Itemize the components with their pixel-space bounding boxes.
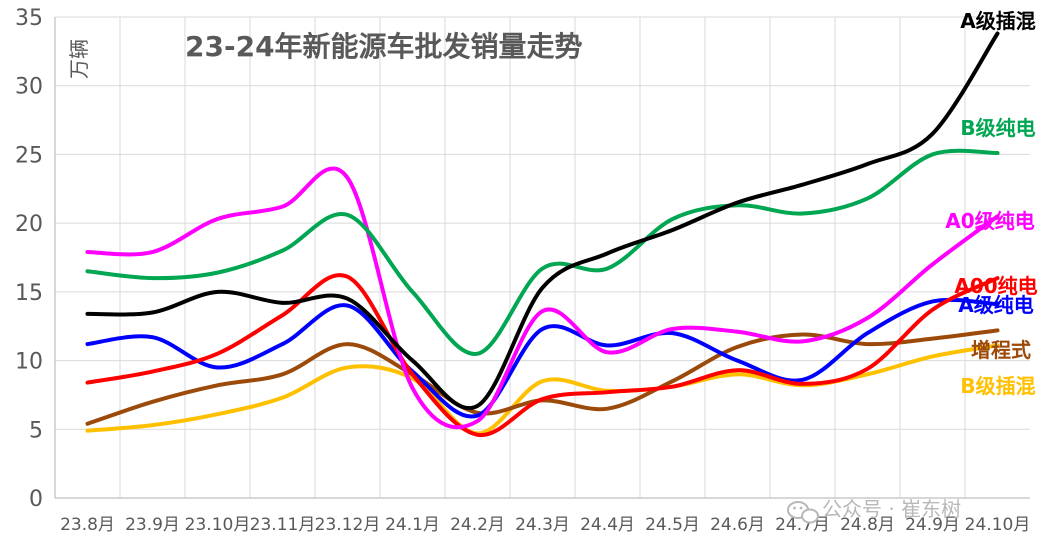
wechat-icon — [787, 501, 819, 524]
y-tick-label: 5 — [29, 418, 43, 443]
series-label: B级纯电 — [960, 116, 1035, 140]
y-tick-label: 25 — [15, 143, 43, 168]
y-tick-label: 0 — [29, 487, 43, 512]
series-line — [85, 31, 1000, 411]
x-tick-label: 24.8月 — [840, 515, 895, 535]
series-line — [85, 148, 1000, 356]
series-line — [85, 273, 1000, 437]
series-label: 增程式 — [971, 338, 1031, 362]
y-tick-label: 10 — [15, 350, 43, 375]
series-line — [85, 166, 1000, 430]
x-tick-label: 24.6月 — [710, 515, 765, 535]
series-line — [85, 343, 1000, 436]
x-tick-label: 24.9月 — [905, 515, 960, 535]
y-tick-label: 20 — [15, 212, 43, 237]
series-label: B级插混 — [960, 374, 1035, 398]
x-tick-label: 23.8月 — [60, 515, 115, 535]
gridlines — [55, 16, 1030, 498]
x-tick-label: 23.9月 — [125, 515, 180, 535]
y-tick-label: 30 — [15, 75, 43, 100]
x-tick-label: 24.3月 — [515, 515, 570, 535]
series-label: A级纯电 — [958, 293, 1033, 317]
x-tick-label: 23.12月 — [315, 515, 381, 535]
axes — [54, 17, 1030, 499]
watermark-text: 公众号 · 崔东树 — [822, 497, 961, 521]
series-line — [85, 297, 1000, 419]
x-tick-label: 24.10月 — [965, 515, 1031, 535]
x-tick-label: 24.5月 — [645, 515, 700, 535]
y-axis-label: 万辆 — [67, 39, 91, 79]
series-lines — [85, 31, 1000, 437]
x-tick-labels: 23.8月 23.9月 23.10月 23.11月 23.12月 24.1月 24.2月 24… — [60, 515, 1030, 535]
series-label: A0级纯电 — [945, 209, 1034, 233]
y-tick-labels: 0 5 10 15 20 25 30 35 — [15, 6, 43, 512]
y-tick-label: 35 — [15, 6, 43, 31]
x-tick-label: 24.1月 — [385, 515, 440, 535]
series-label: A00纯电 — [954, 274, 1037, 298]
x-tick-label: 23.11月 — [250, 515, 316, 535]
y-tick-label: 15 — [15, 281, 43, 306]
x-tick-label: 24.4月 — [580, 515, 635, 535]
chart-title: 23-24年新能源车批发销量走势 — [185, 30, 583, 63]
x-tick-label: 23.10月 — [185, 515, 251, 535]
series-label: A级插混 — [960, 9, 1035, 33]
x-tick-label: 24.2月 — [450, 515, 505, 535]
